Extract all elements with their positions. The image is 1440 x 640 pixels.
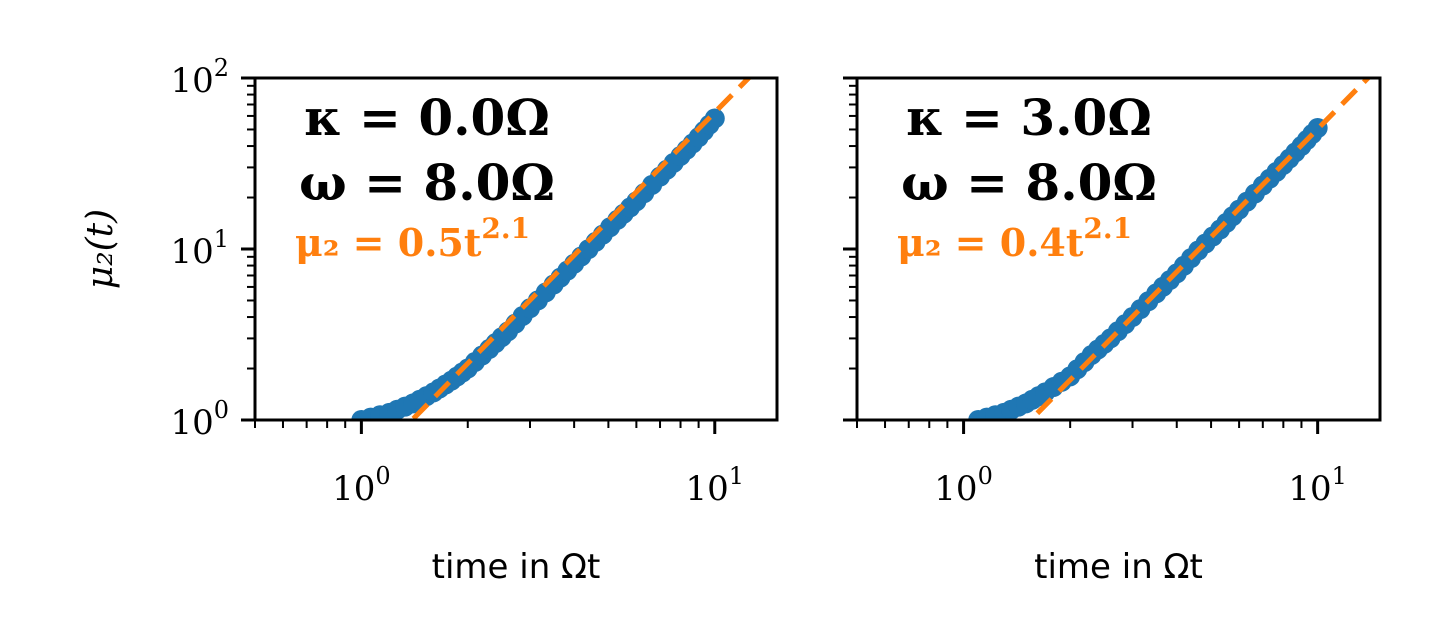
x-tick-label: 101 bbox=[685, 462, 744, 509]
fit-line-overlay bbox=[1027, 78, 1372, 420]
fit-annotation: μ₂ = 0.5t2.1 bbox=[295, 212, 530, 265]
x-tick-label: 100 bbox=[934, 462, 993, 509]
y-tick-label: 102 bbox=[170, 54, 229, 101]
kappa-annotation: κ = 0.0Ω bbox=[304, 88, 550, 147]
y-tick-label: 101 bbox=[170, 225, 229, 272]
omega-annotation: ω = 8.0Ω bbox=[299, 153, 555, 212]
fit-line-overlay bbox=[408, 78, 753, 420]
x-axis-label: time in Ωt bbox=[432, 547, 601, 587]
fit-annotation: μ₂ = 0.4t2.1 bbox=[897, 212, 1132, 265]
y-tick-label: 100 bbox=[170, 396, 229, 443]
kappa-annotation: κ = 3.0Ω bbox=[906, 88, 1152, 147]
data-point bbox=[704, 108, 725, 129]
omega-annotation: ω = 8.0Ω bbox=[901, 153, 1157, 212]
x-tick-label: 100 bbox=[332, 462, 391, 509]
x-tick-label: 101 bbox=[1288, 462, 1347, 509]
chart-panel-left: 100 101 100 101 102 time in Ωt μ₂(t) κ = 0.0Ω ω … bbox=[80, 54, 779, 587]
y-axis-label: μ₂(t) bbox=[80, 209, 121, 289]
x-axis-label: time in Ωt bbox=[1034, 547, 1203, 587]
